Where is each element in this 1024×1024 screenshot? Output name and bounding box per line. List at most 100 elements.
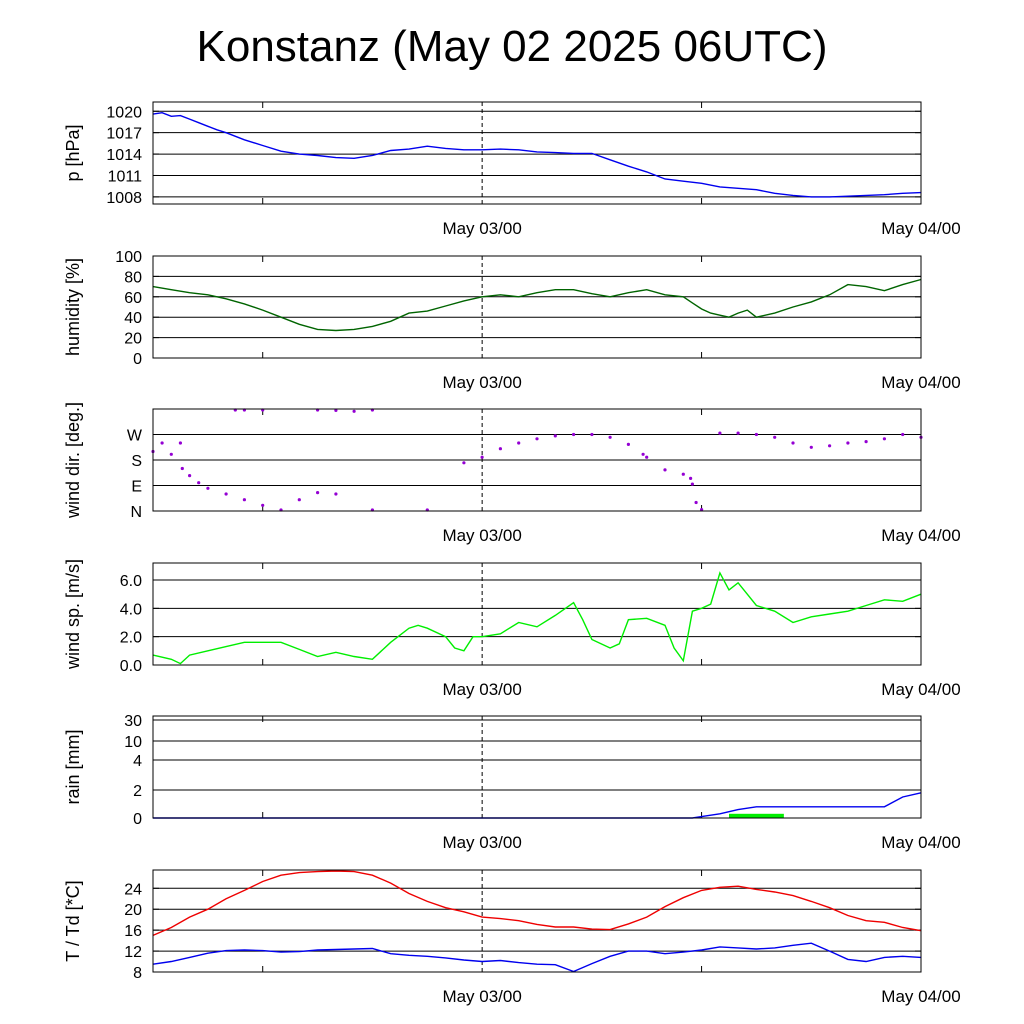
x-tick-label: May 03/00 (442, 219, 521, 238)
x-tick-label: May 04/00 (881, 987, 960, 1006)
series-point (590, 432, 594, 437)
x-tick-label: May 03/00 (442, 680, 521, 699)
y-tick-label: W (127, 428, 143, 445)
y-tick-label: 20 (124, 902, 142, 919)
y-tick-label: 1014 (106, 147, 142, 164)
series-point (352, 409, 356, 413)
y-tick-label: 10 (124, 734, 142, 751)
plot-frame (152, 869, 922, 973)
rain-bar (729, 813, 784, 818)
series-point (178, 441, 182, 445)
series-point (553, 434, 557, 438)
series-point (864, 440, 868, 444)
series-point (498, 447, 502, 451)
series-point (791, 441, 795, 445)
y-tick-label: 0 (133, 811, 142, 828)
y-tick-label: 60 (124, 290, 142, 307)
x-tick-label: May 04/00 (881, 833, 960, 852)
y-axis-label: wind sp. [m/s] (63, 559, 83, 670)
series-point (517, 441, 521, 445)
series-line-1 (152, 111, 922, 198)
y-tick-label: 1020 (106, 104, 142, 121)
series-line-1 (152, 571, 922, 665)
y-axis-label: wind dir. [deg.] (63, 402, 83, 519)
page-title: Konstanz (May 02 2025 06UTC) (196, 22, 828, 71)
series-point (334, 408, 338, 412)
series-point (160, 441, 164, 445)
y-axis-label: T / Td [*C] (63, 880, 83, 961)
y-axis-label: p [hPa] (63, 124, 83, 181)
y-tick-label: 20 (124, 331, 142, 348)
y-tick-label: 16 (124, 923, 142, 940)
x-tick-label: May 04/00 (881, 526, 960, 545)
x-tick-label: May 03/00 (442, 526, 521, 545)
series-point (754, 432, 759, 437)
series-point (773, 435, 777, 439)
y-tick-label: 40 (124, 310, 142, 327)
series-point (180, 466, 184, 471)
series-point (608, 435, 612, 439)
x-tick-label: May 04/00 (881, 680, 960, 699)
plot-frame (152, 255, 922, 359)
y-tick-label: 12 (124, 944, 142, 961)
y-tick-label: 8 (133, 965, 142, 982)
y-axis-label: humidity [%] (63, 258, 83, 356)
series-point (169, 452, 173, 456)
series-point (809, 445, 813, 449)
y-tick-label: 2 (133, 783, 142, 800)
series-point (572, 432, 576, 437)
series-point (828, 444, 832, 448)
series-line-1 (153, 792, 922, 819)
series-point (334, 492, 338, 496)
y-tick-label: 80 (124, 269, 142, 286)
y-tick-label: 6.0 (120, 573, 142, 590)
series-point (694, 500, 698, 505)
plot-frame (152, 408, 922, 512)
y-axis-label: rain [mm] (63, 729, 83, 804)
series-point (316, 491, 320, 495)
plot-frame (152, 562, 922, 666)
series-line-1 (152, 278, 922, 332)
series-point (718, 431, 722, 435)
x-tick-label: May 04/00 (881, 219, 960, 238)
y-tick-label: 1011 (108, 168, 143, 185)
series-point (641, 452, 645, 456)
y-tick-label: 4 (133, 753, 142, 770)
series-point (188, 474, 192, 478)
series-point (736, 431, 740, 435)
series-point (626, 442, 631, 446)
y-tick-label: N (130, 504, 142, 521)
series-point (663, 468, 667, 472)
series-line-2 (152, 942, 922, 973)
x-tick-label: May 03/00 (442, 373, 521, 392)
series-point (689, 476, 693, 480)
plot-frame (152, 715, 922, 819)
y-tick-label: 0.0 (120, 658, 142, 675)
y-tick-label: 1017 (106, 126, 142, 143)
y-tick-label: 30 (124, 713, 142, 730)
y-tick-label: 0 (133, 351, 142, 368)
x-tick-label: May 04/00 (881, 373, 960, 392)
series-point (645, 455, 649, 459)
series-point (700, 508, 704, 512)
series-point (681, 472, 685, 476)
x-tick-label: May 03/00 (442, 987, 521, 1006)
x-tick-label: May 03/00 (442, 833, 521, 852)
y-tick-label: 1008 (106, 190, 142, 207)
series-point (882, 437, 887, 441)
y-tick-label: E (131, 479, 142, 496)
y-tick-label: 100 (115, 249, 142, 266)
plot-frame (152, 101, 922, 205)
y-tick-label: 24 (124, 881, 142, 898)
series-point (535, 437, 539, 441)
series-point (901, 432, 905, 437)
series-point (480, 455, 484, 459)
series-line-1 (152, 870, 922, 937)
series-point (206, 486, 210, 490)
series-point (261, 503, 265, 507)
series-point (846, 441, 850, 445)
series-point (197, 481, 201, 485)
y-tick-label: 4.0 (120, 601, 142, 618)
series-point (690, 482, 695, 486)
